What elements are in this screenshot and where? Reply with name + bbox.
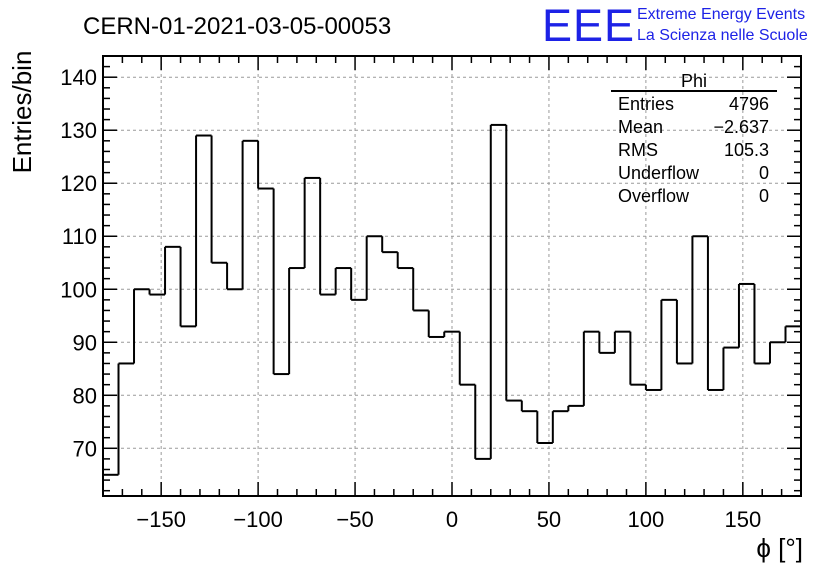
stats-label: Overflow xyxy=(618,186,690,206)
histogram-bars xyxy=(102,123,801,496)
grid-lines xyxy=(103,56,801,496)
x-tick-label: −150 xyxy=(136,507,186,532)
stats-rows: Entries 4796 Mean −2.637 RMS 105.3 Underflow 0 O… xyxy=(618,94,769,206)
y-tick-label: 80 xyxy=(73,383,97,408)
x-tick-label: 0 xyxy=(446,507,458,532)
stats-value: 0 xyxy=(759,163,769,183)
stats-label: Entries xyxy=(618,94,674,114)
stats-value: 0 xyxy=(759,186,769,206)
x-tick-label: −50 xyxy=(336,507,373,532)
stats-value: 105.3 xyxy=(724,140,769,160)
stats-label: Underflow xyxy=(618,163,700,183)
stats-label: Mean xyxy=(618,117,663,137)
x-tick-label: −100 xyxy=(233,507,283,532)
axis-ticks xyxy=(102,55,802,496)
x-tick-label: 150 xyxy=(724,507,761,532)
stats-box: Phi Entries 4796 Mean −2.637 RMS 105.3 Underfl… xyxy=(611,71,777,206)
stats-label: RMS xyxy=(618,140,658,160)
eee-logo: EEE xyxy=(542,0,635,51)
x-tick-label: 50 xyxy=(537,507,561,532)
brand-line-2: La Scienza nelle Scuole xyxy=(637,27,808,44)
y-axis-label: Entries/bin xyxy=(7,51,37,174)
x-axis-label: ϕ [°] xyxy=(756,533,803,563)
y-tick-label: 110 xyxy=(62,224,97,249)
x-tick-labels: −150 −100 −50 0 50 100 150 xyxy=(136,507,761,532)
y-tick-label: 120 xyxy=(60,171,97,196)
y-tick-label: 100 xyxy=(60,277,97,302)
y-tick-label: 140 xyxy=(60,65,97,90)
y-tick-labels: 70 80 90 100 110 120 130 140 xyxy=(60,65,97,461)
x-tick-label: 100 xyxy=(628,507,665,532)
chart-title: CERN-01-2021-03-05-00053 xyxy=(83,13,391,40)
y-tick-label: 70 xyxy=(73,436,97,461)
stats-title: Phi xyxy=(681,71,707,91)
y-tick-label: 90 xyxy=(73,330,97,355)
y-tick-label: 130 xyxy=(60,118,97,143)
stats-value: 4796 xyxy=(729,94,769,114)
brand-line-1: Extreme Energy Events xyxy=(637,6,805,23)
stats-value: −2.637 xyxy=(713,117,769,137)
